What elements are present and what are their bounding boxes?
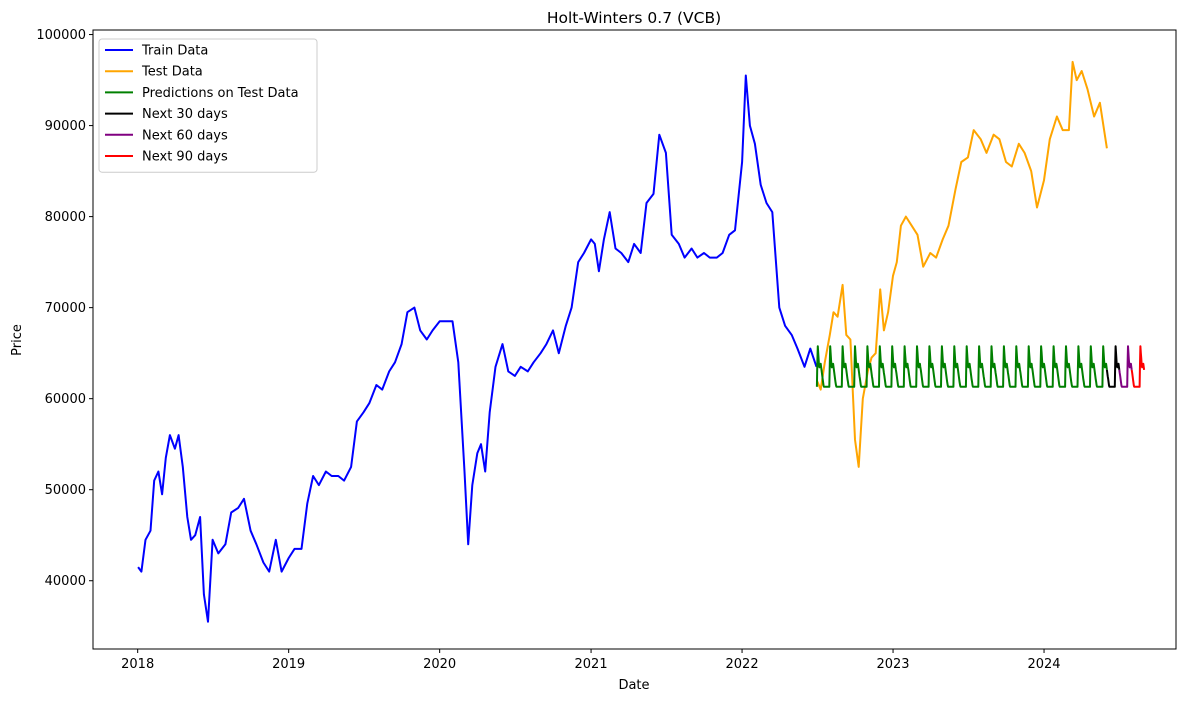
legend-label-next-30-days: Next 30 days [142, 107, 228, 122]
y-tick-label: 80000 [45, 210, 86, 225]
x-axis-label: Date [618, 678, 649, 693]
legend-box [98, 38, 318, 173]
plot-area [137, 60, 1146, 623]
plot-frame [92, 29, 1177, 650]
legend-label-test-data: Test Data [141, 65, 203, 80]
y-tick-label: 90000 [45, 119, 86, 134]
x-axis: 2018 2019 2020 2021 2022 2023 2024 [121, 649, 1061, 672]
y-tick-label: 60000 [45, 392, 86, 407]
series-line-predictions-on-test-data [815, 345, 1108, 388]
legend-label-next-60-days: Next 60 days [142, 128, 228, 143]
x-tick-label: 2021 [575, 657, 608, 672]
series-line-next-90-days [1130, 345, 1146, 388]
x-tick-label: 2019 [272, 657, 305, 672]
y-tick-label: 40000 [45, 574, 86, 589]
x-tick-label: 2024 [1027, 657, 1060, 672]
series-line-test-data [815, 60, 1108, 468]
x-tick-label: 2022 [726, 657, 759, 672]
y-tick-label: 100000 [36, 28, 86, 43]
x-tick-label: 2020 [423, 657, 456, 672]
y-tick-label: 70000 [45, 301, 86, 316]
y-axis: 40000 50000 60000 70000 80000 90000 100000 [36, 28, 93, 589]
x-tick-label: 2018 [121, 657, 154, 672]
legend-label-next-90-days: Next 90 days [142, 150, 228, 165]
legend: Train Data Test Data Predictions on Test D… [98, 38, 318, 173]
y-axis-label: Price [10, 324, 25, 356]
y-tick-label: 50000 [45, 483, 86, 498]
series-line-next-60-days [1118, 345, 1133, 388]
chart-title: Holt-Winters 0.7 (VCB) [547, 9, 721, 27]
legend-label-train-data: Train Data [141, 44, 208, 59]
legend-label-predictions-on-test-data: Predictions on Test Data [142, 86, 299, 101]
series-line-train-data [137, 74, 818, 623]
x-tick-label: 2023 [876, 657, 909, 672]
series-line-next-30-days [1105, 345, 1121, 388]
